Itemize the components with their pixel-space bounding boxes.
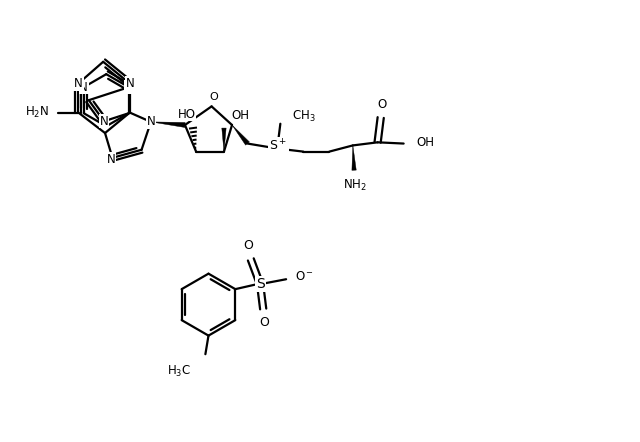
Text: CH$_3$: CH$_3$ [291,109,315,124]
Text: O: O [243,239,253,252]
Text: N: N [100,115,108,128]
Text: S: S [256,277,264,291]
Text: H$_3$C: H$_3$C [167,363,191,379]
Text: O: O [259,316,269,329]
Polygon shape [232,125,250,145]
Polygon shape [151,122,185,127]
Text: O: O [209,92,218,102]
Text: H$_2$N: H$_2$N [25,105,49,120]
Text: OH: OH [416,136,434,149]
Text: O: O [378,98,387,111]
Text: OH: OH [232,109,250,122]
Text: O$^-$: O$^-$ [295,270,314,283]
Text: N: N [125,77,134,90]
Text: S$^+$: S$^+$ [269,138,287,154]
Text: HO: HO [178,108,196,121]
Polygon shape [222,128,226,152]
Text: N: N [124,81,133,94]
Text: N: N [107,152,116,166]
Polygon shape [352,145,356,170]
Text: N: N [147,115,156,128]
Text: N: N [79,81,88,94]
Text: NH$_2$: NH$_2$ [344,178,367,193]
Text: N: N [74,77,83,90]
